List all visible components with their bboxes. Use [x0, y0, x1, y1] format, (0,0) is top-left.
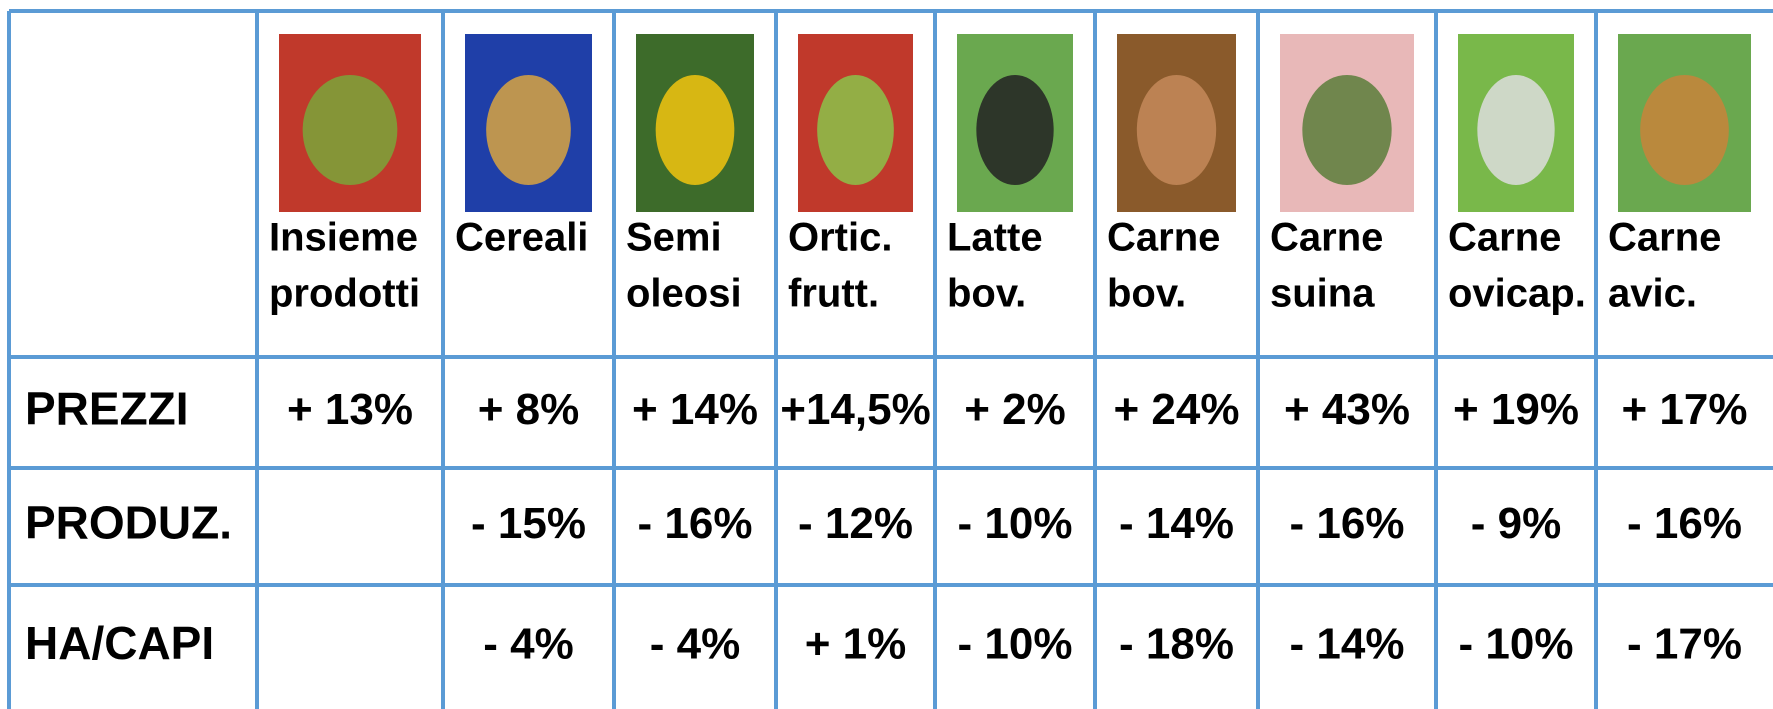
cell-value: - 15%: [471, 499, 586, 548]
column-header: avic.: [1608, 272, 1697, 316]
cell-value: - 4%: [483, 620, 573, 669]
column-header: Carne: [1107, 216, 1220, 260]
image-subject: [1477, 75, 1555, 185]
cell-value: - 10%: [958, 620, 1073, 669]
cell-value: - 9%: [1471, 499, 1561, 548]
image-subject: [817, 75, 894, 185]
column-header: Ortic.: [788, 216, 892, 260]
column-header: Carne: [1448, 216, 1561, 260]
image-subject: [976, 75, 1054, 185]
cell-value: - 16%: [1627, 499, 1742, 548]
cell-value: +14,5%: [780, 385, 930, 434]
image-subject: [1136, 75, 1217, 185]
row-header: PRODUZ.: [25, 497, 232, 549]
column-header: prodotti: [269, 272, 420, 316]
image-subject: [1302, 75, 1392, 185]
column-header: Carne: [1270, 216, 1383, 260]
cell-value: - 14%: [1290, 620, 1405, 669]
column-header: bov.: [947, 272, 1026, 316]
cell-value: - 14%: [1119, 499, 1234, 548]
column-header: frutt.: [788, 272, 879, 316]
column-header: bov.: [1107, 272, 1186, 316]
cell-value: - 10%: [958, 499, 1073, 548]
cell-value: + 2%: [964, 385, 1066, 434]
image-subject: [655, 75, 735, 185]
column-header: Carne: [1608, 216, 1721, 260]
cell-value: - 16%: [638, 499, 753, 548]
cell-value: - 10%: [1459, 620, 1574, 669]
column-header: Insieme: [269, 216, 418, 260]
column-header: suina: [1270, 272, 1375, 316]
cell-value: - 16%: [1290, 499, 1405, 548]
cell-value: + 14%: [632, 385, 758, 434]
image-subject: [1640, 75, 1729, 185]
column-header: Cereali: [455, 216, 588, 260]
cell-value: + 8%: [478, 385, 580, 434]
cell-value: + 19%: [1453, 385, 1579, 434]
row-header: HA/CAPI: [25, 617, 214, 669]
cell-value: + 1%: [805, 620, 907, 669]
column-header: ovicap.: [1448, 272, 1586, 316]
cell-value: + 24%: [1114, 385, 1240, 434]
cell-value: - 18%: [1119, 620, 1234, 669]
cell-value: + 13%: [287, 385, 413, 434]
cell-value: + 43%: [1284, 385, 1410, 434]
cell-value: + 17%: [1622, 385, 1748, 434]
image-subject: [486, 75, 571, 185]
column-header: Semi: [626, 216, 722, 260]
row-header: PREZZI: [25, 383, 189, 435]
cell-value: - 17%: [1627, 620, 1742, 669]
column-header: oleosi: [626, 272, 742, 316]
column-header: Latte: [947, 216, 1043, 260]
cell-value: - 4%: [650, 620, 740, 669]
cell-value: - 12%: [798, 499, 913, 548]
image-subject: [302, 75, 398, 185]
